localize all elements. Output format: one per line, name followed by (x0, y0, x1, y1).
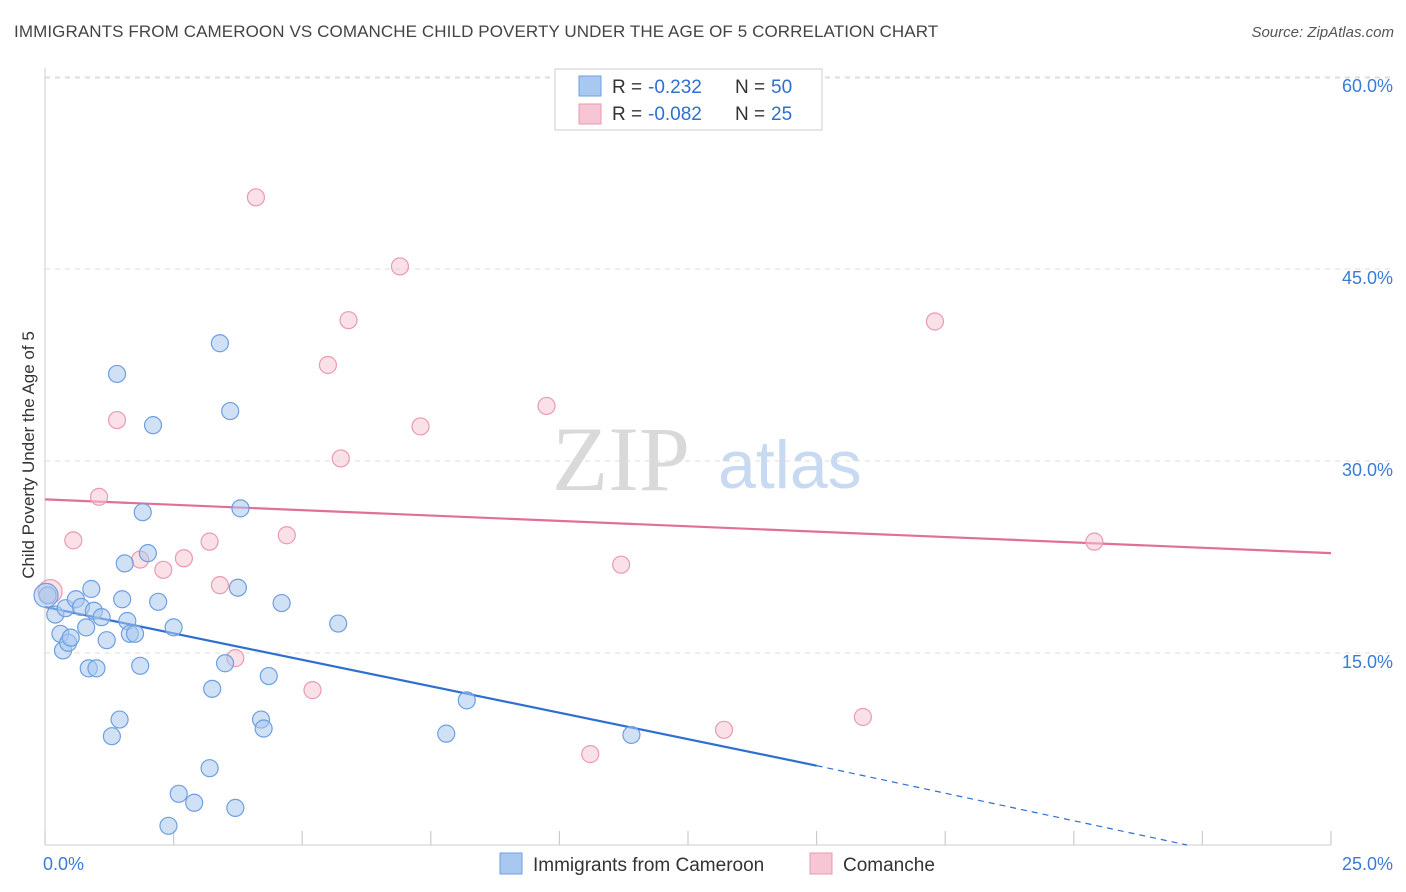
point-cameroon-24 (131, 656, 150, 675)
point-comanche-19 (581, 745, 600, 764)
point-comanche-21 (714, 720, 734, 739)
series-legend-swatch-comanche (809, 852, 833, 875)
point-cameroon-23 (125, 624, 145, 643)
point-comanche-6 (174, 549, 193, 568)
point-cameroon-48 (622, 725, 641, 745)
trend-line-cameroon-extension (816, 765, 1188, 846)
chart-source: Source: ZipAtlas.com (1251, 24, 1394, 41)
point-comanche-5 (154, 560, 173, 579)
point-cameroon-9 (77, 618, 96, 637)
point-comanche-2 (89, 487, 109, 506)
series-legend-label-comanche: Comanche (843, 855, 935, 876)
legend-swatch-cameroon (578, 75, 602, 97)
point-cameroon-33 (200, 759, 219, 778)
point-comanche-7 (200, 532, 219, 551)
point-cameroon-37 (221, 401, 240, 421)
y-tick-label-3: 60.0% (1342, 76, 1393, 96)
series-legend-label-cameroon: Immigrants from Cameroon (533, 855, 764, 876)
point-cameroon-29 (159, 816, 178, 835)
point-cameroon-31 (169, 784, 188, 803)
point-cameroon-6 (61, 628, 80, 647)
point-cameroon-47 (457, 691, 476, 710)
point-comanche-11 (277, 526, 296, 545)
point-cameroon-13 (87, 659, 106, 678)
point-cameroon-30 (164, 618, 183, 637)
point-cameroon-17 (107, 364, 127, 384)
grid (45, 76, 1395, 654)
watermark: ZIP atlas (552, 408, 862, 510)
point-cameroon-15 (97, 631, 116, 650)
legend-r-value-1: -0.232 (648, 77, 702, 98)
point-cameroon-49 (33, 582, 59, 609)
point-cameroon-38 (226, 798, 245, 817)
data-points (33, 188, 1104, 835)
y-tick-label-2: 45.0% (1342, 268, 1393, 288)
watermark-zip: ZIP (552, 408, 690, 510)
series-legend: Immigrants from Cameroon Comanche (499, 852, 935, 876)
point-cameroon-25 (133, 503, 152, 522)
point-cameroon-28 (149, 592, 168, 611)
series-legend-swatch-cameroon (499, 852, 523, 875)
trend-line-comanche (44, 498, 1332, 555)
chart-title: IMMIGRANTS FROM CAMEROON VS COMANCHE CHI… (14, 22, 939, 41)
x-tick-label-0: 0.0% (43, 854, 84, 874)
point-comanche-10 (246, 188, 266, 207)
legend-r-label-2: R = (612, 104, 642, 125)
point-comanche-18 (537, 396, 556, 416)
point-comanche-16 (390, 257, 410, 276)
tick-labels: 15.0% 30.0% 45.0% 60.0% 0.0% 25.0% (43, 76, 1393, 874)
point-cameroon-27 (143, 416, 163, 435)
point-cameroon-43 (259, 666, 278, 686)
axes (44, 68, 1332, 846)
legend-n-value-2: 25 (771, 104, 792, 125)
point-cameroon-20 (115, 554, 134, 573)
point-comanche-14 (331, 449, 350, 468)
point-cameroon-39 (228, 578, 247, 597)
point-cameroon-34 (203, 679, 222, 698)
point-comanche-17 (411, 417, 430, 436)
point-cameroon-19 (113, 590, 132, 609)
point-comanche-13 (318, 355, 338, 375)
point-comanche-1 (64, 531, 83, 550)
point-cameroon-36 (215, 654, 235, 673)
point-cameroon-11 (82, 579, 101, 599)
point-comanche-20 (612, 555, 631, 574)
trend-line-cameroon (44, 605, 817, 767)
legend-n-value-1: 50 (771, 77, 792, 98)
trend-lines (44, 498, 1332, 846)
point-comanche-23 (925, 312, 945, 331)
legend-r-value-2: -0.082 (648, 104, 702, 125)
point-comanche-8 (210, 576, 229, 595)
point-cameroon-42 (254, 719, 273, 738)
point-cameroon-26 (138, 544, 157, 563)
point-cameroon-46 (437, 724, 456, 743)
point-cameroon-44 (272, 593, 291, 613)
y-tick-label-0: 15.0% (1342, 652, 1393, 672)
point-cameroon-45 (329, 614, 348, 633)
point-comanche-3 (107, 410, 127, 430)
legend-swatch-comanche (578, 103, 602, 125)
point-comanche-15 (339, 311, 358, 330)
y-tick-label-1: 30.0% (1342, 460, 1393, 480)
point-cameroon-32 (185, 793, 204, 812)
point-comanche-12 (303, 681, 322, 700)
y-axis-title: Child Poverty Under the Age of 5 (19, 331, 38, 579)
point-comanche-24 (1085, 532, 1104, 551)
x-tick-label-1: 25.0% (1342, 854, 1393, 874)
point-cameroon-14 (92, 608, 111, 627)
legend-r-label-1: R = (612, 77, 642, 98)
point-cameroon-18 (110, 710, 129, 729)
stats-legend: R = -0.232 N = 50 R = -0.082 N = 25 (554, 68, 823, 131)
point-comanche-22 (853, 707, 872, 727)
watermark-atlas: atlas (718, 427, 862, 503)
point-cameroon-40 (231, 499, 250, 518)
point-cameroon-16 (102, 727, 121, 746)
point-cameroon-35 (210, 334, 229, 353)
legend-n-label-1: N = (735, 77, 765, 98)
legend-n-label-2: N = (735, 104, 765, 125)
